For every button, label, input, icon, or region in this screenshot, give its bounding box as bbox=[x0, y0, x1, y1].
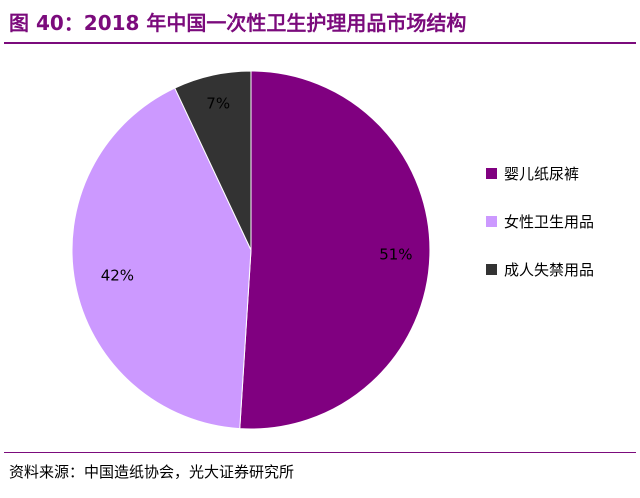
legend-swatch-2 bbox=[486, 215, 497, 227]
legend-swatch-1 bbox=[486, 167, 497, 179]
chart-legend: 婴儿纸尿裤女性卫生用品 成人失禁用品 bbox=[486, 162, 636, 306]
source-divider bbox=[4, 452, 636, 453]
legend-swatch-3 bbox=[486, 263, 497, 275]
pie-data-label-2: 42% bbox=[101, 267, 134, 285]
title-divider bbox=[4, 42, 636, 44]
pie-chart: 51% 42% 7% bbox=[0, 44, 640, 444]
source-note: 资料来源：中国造纸协会，光大证券研究所 bbox=[9, 463, 295, 481]
pie-slice-2 bbox=[71, 87, 252, 430]
chart-title: 图 40：2018 年中国一次性卫生护理用品市场结构 bbox=[9, 11, 467, 35]
pie-chart-svg: 51% 42% 7% bbox=[71, 70, 431, 430]
legend-item-3: 成人失禁用品 bbox=[486, 258, 636, 280]
pie-data-label-1: 51% bbox=[379, 246, 412, 264]
pie-slice-1 bbox=[239, 70, 431, 430]
legend-label-1: 婴儿纸尿裤 bbox=[504, 164, 580, 183]
legend-label-2: 女性卫生用品 bbox=[504, 212, 595, 231]
pie-slice-3 bbox=[174, 70, 252, 251]
legend-item-2: 女性卫生用品 bbox=[486, 210, 636, 232]
pie-data-label-3: 7% bbox=[206, 94, 230, 112]
legend-label-3: 成人失禁用品 bbox=[504, 260, 595, 279]
legend-item-1: 婴儿纸尿裤 bbox=[486, 162, 636, 184]
